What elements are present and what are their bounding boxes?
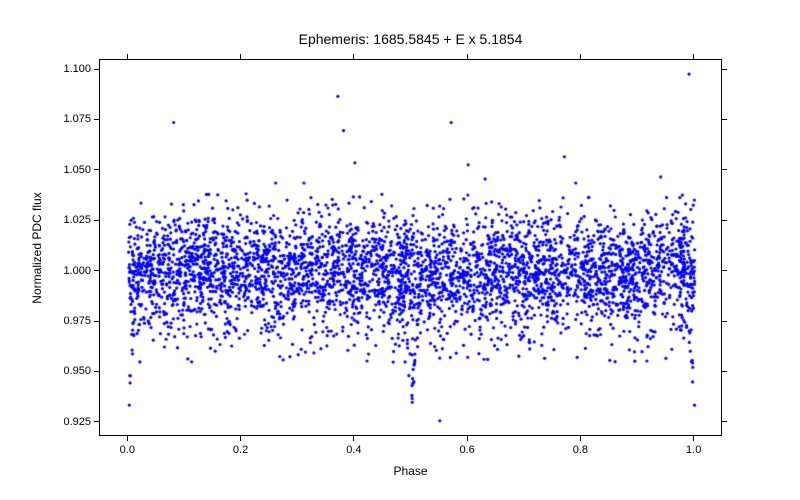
x-axis-label: Phase (393, 464, 427, 478)
y-axis-label: Normalized PDC flux (30, 192, 44, 303)
chart-container: Ephemeris: 1685.5845 + E x 5.1854 Phase … (0, 0, 800, 500)
y-tick-label: 0.975 (55, 315, 91, 327)
y-tick-label: 1.050 (55, 164, 91, 176)
y-tick-label: 1.025 (55, 214, 91, 226)
x-tick-label: 0.2 (233, 444, 248, 456)
y-tick-label: 1.000 (55, 265, 91, 277)
y-tick-label: 0.925 (55, 416, 91, 428)
chart-title: Ephemeris: 1685.5845 + E x 5.1854 (299, 31, 523, 47)
x-tick-label: 0.4 (346, 444, 361, 456)
x-tick-label: 0.6 (459, 444, 474, 456)
scatter-canvas (100, 60, 723, 437)
x-tick-label: 0.0 (120, 444, 135, 456)
x-tick-label: 0.8 (573, 444, 588, 456)
x-tick-label: 1.0 (686, 444, 701, 456)
y-tick-label: 0.950 (55, 365, 91, 377)
y-tick-label: 1.100 (55, 63, 91, 75)
plot-area (99, 59, 722, 436)
y-tick-label: 1.075 (55, 113, 91, 125)
